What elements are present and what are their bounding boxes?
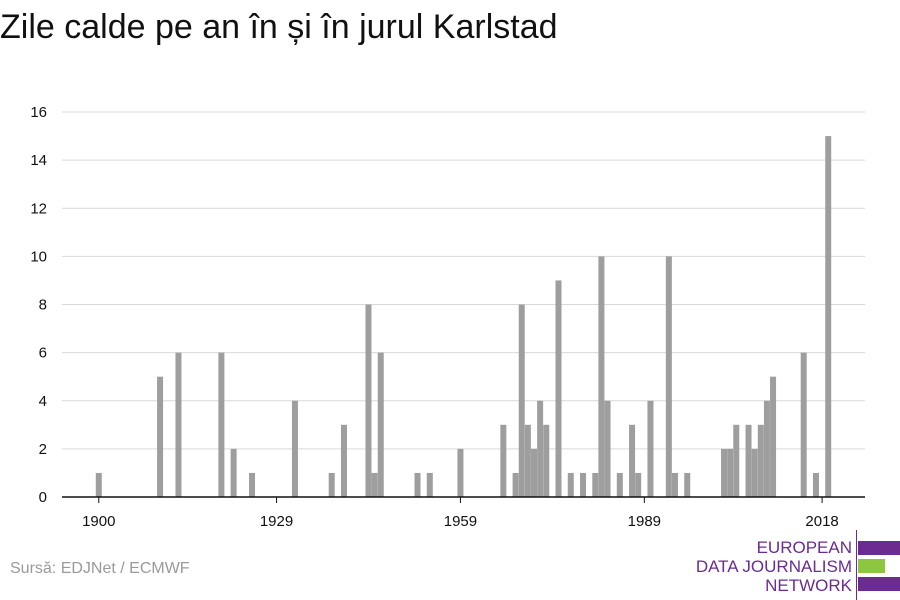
bar	[733, 424, 740, 497]
x-tick-label: 1989	[628, 513, 661, 530]
y-tick-label: 8	[39, 297, 47, 314]
bar	[512, 472, 519, 497]
y-tick-labels: 0 2 4 6 8 10 12 14 16	[30, 104, 47, 506]
bar	[604, 400, 611, 497]
logo-line-1: EUROPEAN	[756, 538, 852, 557]
bar	[592, 472, 599, 497]
bar	[825, 136, 832, 497]
bar	[580, 472, 587, 497]
gridlines	[62, 111, 865, 450]
logo-divider	[856, 530, 857, 600]
chart-title: Zile calde pe an în și în jurul Karlstad	[0, 8, 558, 46]
bar	[365, 304, 372, 497]
bar	[812, 472, 819, 497]
bar	[377, 352, 384, 497]
logo-purple-bar-top	[858, 541, 900, 555]
bar	[745, 424, 752, 497]
bar	[757, 424, 764, 497]
bar	[518, 304, 525, 497]
bar	[671, 472, 678, 497]
bar	[727, 448, 734, 497]
bar	[371, 472, 378, 497]
y-tick-label: 6	[39, 345, 47, 362]
bar	[524, 424, 531, 497]
logo-line-2: DATA JOURNALISM	[695, 557, 852, 576]
x-tick-label: 1959	[444, 513, 477, 530]
y-tick-label: 4	[39, 393, 47, 410]
bar	[616, 472, 623, 497]
source-note: Sursă: EDJNet / ECMWF	[10, 560, 190, 577]
bar	[249, 472, 256, 497]
y-tick-label: 0	[39, 489, 47, 506]
bar	[157, 376, 164, 497]
bar	[95, 472, 102, 497]
y-tick-label: 2	[39, 441, 47, 458]
bar	[665, 256, 672, 497]
x-tick-labels: 1900 1929 1959 1989 2018	[82, 497, 839, 530]
bar	[340, 424, 347, 497]
bar	[530, 448, 537, 497]
bar	[543, 424, 550, 497]
bar	[537, 400, 544, 497]
bar	[684, 472, 691, 497]
bars	[95, 136, 832, 497]
logo-green-bar	[858, 559, 885, 573]
bar	[598, 256, 605, 497]
bar	[426, 472, 433, 497]
bar	[328, 472, 335, 497]
bar	[647, 400, 654, 497]
bar	[629, 424, 636, 497]
x-tick-label: 2018	[805, 513, 838, 530]
bar	[457, 448, 464, 497]
logo-purple-bar-bottom	[858, 577, 900, 591]
logo-line-3: NETWORK	[765, 576, 852, 595]
y-tick-label: 16	[30, 104, 47, 121]
edjnet-logo: EUROPEAN DATA JOURNALISM NETWORK	[696, 530, 900, 600]
y-tick-label: 12	[30, 200, 47, 217]
x-tick-label: 1900	[82, 513, 115, 530]
y-tick-label: 14	[30, 152, 47, 169]
bar	[230, 448, 237, 497]
bar	[555, 280, 562, 497]
x-tick-label: 1929	[260, 513, 293, 530]
bar	[291, 400, 298, 497]
bar	[175, 352, 182, 497]
bar	[567, 472, 574, 497]
bar	[500, 424, 507, 497]
bar	[751, 448, 758, 497]
bar	[770, 376, 777, 497]
bar	[721, 448, 728, 497]
bar	[635, 472, 642, 497]
bar	[218, 352, 225, 497]
bar	[800, 352, 807, 497]
y-tick-label: 10	[30, 248, 47, 265]
bar	[414, 472, 421, 497]
bar	[763, 400, 770, 497]
